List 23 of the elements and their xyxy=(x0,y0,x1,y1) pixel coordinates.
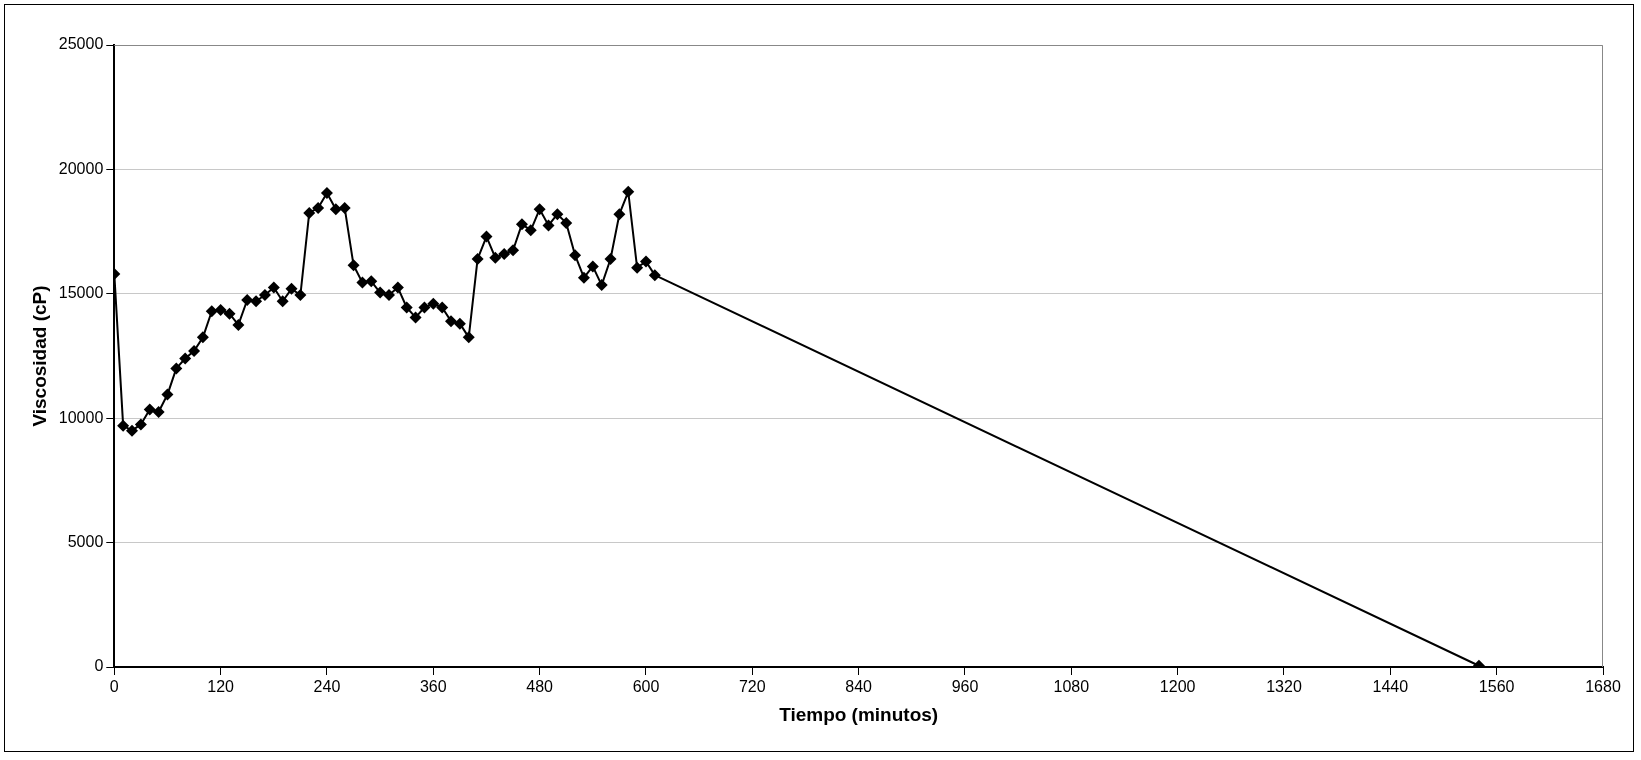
x-tick-label: 0 xyxy=(109,678,119,696)
x-tick-label: 1080 xyxy=(1053,678,1090,696)
y-axis-title: Viscosidad (cP) xyxy=(28,285,50,427)
y-tick-label: 20000 xyxy=(58,159,104,177)
y-tick-label: 5000 xyxy=(67,533,104,551)
x-axis-title: Tiempo (minutos) xyxy=(779,703,939,725)
x-tick-label: 120 xyxy=(207,678,235,696)
y-tick-label: 10000 xyxy=(58,408,104,426)
x-tick-label: 960 xyxy=(951,678,979,696)
x-tick-label: 1680 xyxy=(1585,678,1621,696)
x-tick-label: 1320 xyxy=(1266,678,1302,696)
x-tick-label: 720 xyxy=(738,678,766,696)
y-tick-label: 25000 xyxy=(58,35,104,53)
x-tick-label: 1200 xyxy=(1159,678,1196,696)
x-tick-label: 1440 xyxy=(1372,678,1409,696)
x-tick-label: 480 xyxy=(526,678,554,696)
x-tick-label: 240 xyxy=(313,678,341,696)
y-tick-label: 15000 xyxy=(58,284,104,302)
x-tick-label: 1560 xyxy=(1478,678,1515,696)
x-tick-label: 840 xyxy=(845,678,873,696)
x-tick-label: 360 xyxy=(419,678,447,696)
x-tick-label: 600 xyxy=(632,678,660,696)
y-tick-label: 0 xyxy=(94,657,104,675)
